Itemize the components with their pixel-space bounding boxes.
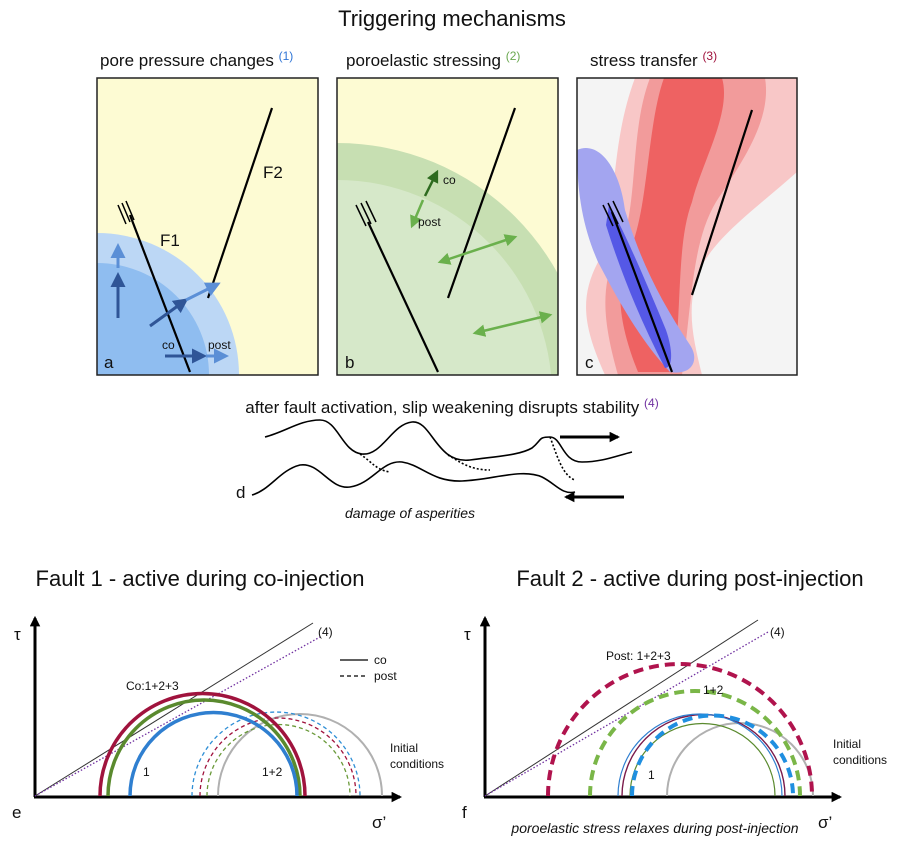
arrow-label: co (162, 338, 175, 352)
faults (117, 107, 274, 373)
circle-label: Initial (390, 741, 418, 755)
circle-label: Co:1+2+3 (126, 679, 179, 693)
shape (98, 691, 307, 797)
shape (191, 711, 361, 797)
text-part: poroelastic stressing (346, 51, 501, 70)
panel-frame (576, 77, 798, 376)
panel-c (577, 78, 797, 375)
panel-frame (336, 77, 559, 376)
line-label: (4) (318, 625, 333, 639)
axes (479, 615, 843, 803)
arrows (110, 243, 229, 364)
text-part: (4) (644, 396, 659, 410)
plot-title: Fault 2 - active during post-injection (516, 566, 863, 591)
text-part: (1) (279, 49, 294, 63)
shape (206, 107, 274, 299)
shape (410, 199, 425, 229)
circle-label: conditions (833, 753, 887, 767)
shape (185, 282, 221, 302)
section-heading: after fault activation, slip weakening d… (245, 396, 658, 417)
shape (588, 689, 802, 797)
faults (602, 109, 754, 373)
arrow-label: post (208, 338, 231, 352)
shape (617, 713, 783, 797)
text-part: (3) (702, 49, 717, 63)
circle-label: Post: 1+2+3 (606, 649, 671, 663)
shape (359, 436, 576, 481)
shape (106, 698, 302, 797)
legend-label: post (374, 669, 397, 683)
shape (264, 419, 633, 463)
panel-a (97, 78, 318, 375)
text-part: pore pressure changes (100, 51, 274, 70)
shape (610, 211, 674, 373)
panel-frame (96, 77, 319, 376)
legend-label: co (374, 653, 387, 667)
fault-label: F2 (263, 163, 283, 182)
text-part: (2) (506, 49, 521, 63)
panel-letter: d (236, 483, 245, 502)
panel-letter: b (345, 353, 354, 372)
faults (355, 107, 517, 373)
shape (128, 214, 192, 373)
axis-label: σ’ (372, 813, 386, 832)
shape (472, 311, 553, 337)
shape (437, 234, 518, 265)
failure-line (34, 622, 314, 797)
slip-arrows (560, 431, 624, 503)
panel-heading: poroelastic stressing (2) (346, 49, 520, 70)
circle-label: Initial (833, 737, 861, 751)
axis-label: τ (14, 625, 21, 644)
axis-label: σ’ (818, 813, 832, 832)
mohr-circles (546, 662, 814, 797)
arrow-label: post (418, 215, 441, 229)
shape (251, 461, 576, 496)
shape (367, 221, 439, 373)
axis-label: τ (464, 625, 471, 644)
circle-label: 1+2 (703, 683, 724, 697)
axes (29, 615, 403, 803)
shape (128, 710, 299, 797)
panel-letter: c (585, 353, 594, 372)
circle-label: 1+2 (262, 765, 283, 779)
text-part: after fault activation, slip weakening d… (245, 398, 640, 417)
caption: damage of asperities (345, 505, 475, 521)
caption: poroelastic stress relaxes during post-i… (510, 820, 798, 836)
shape (602, 200, 624, 227)
text-part: stress transfer (590, 51, 698, 70)
mohr-circles (98, 691, 383, 797)
circle-label: 1 (143, 765, 150, 779)
panel-letter: f (462, 803, 467, 822)
failure-line (484, 619, 759, 797)
panel-heading: stress transfer (3) (590, 49, 717, 70)
shape (690, 109, 754, 296)
plot-title: Fault 1 - active during co-injection (36, 566, 365, 591)
shape (199, 717, 357, 797)
circle-label: conditions (390, 757, 444, 771)
fault-label: F1 (160, 231, 180, 250)
shape (149, 298, 189, 328)
asperities (251, 419, 633, 496)
panel-letter: a (104, 353, 114, 372)
shape (117, 200, 135, 225)
shape (630, 713, 795, 797)
shape (423, 169, 439, 197)
panel-letter: e (12, 803, 21, 822)
circle-label: 1 (648, 768, 655, 782)
shape (206, 723, 351, 797)
legend: co post (340, 653, 397, 683)
line-label: (4) (770, 625, 785, 639)
shape (217, 713, 383, 797)
arrow-label: co (443, 173, 456, 187)
figure-title: Triggering mechanisms (338, 6, 566, 31)
panel-heading: pore pressure changes (1) (100, 49, 293, 70)
shape (355, 200, 377, 227)
shape (446, 107, 517, 299)
arrows (410, 169, 553, 337)
